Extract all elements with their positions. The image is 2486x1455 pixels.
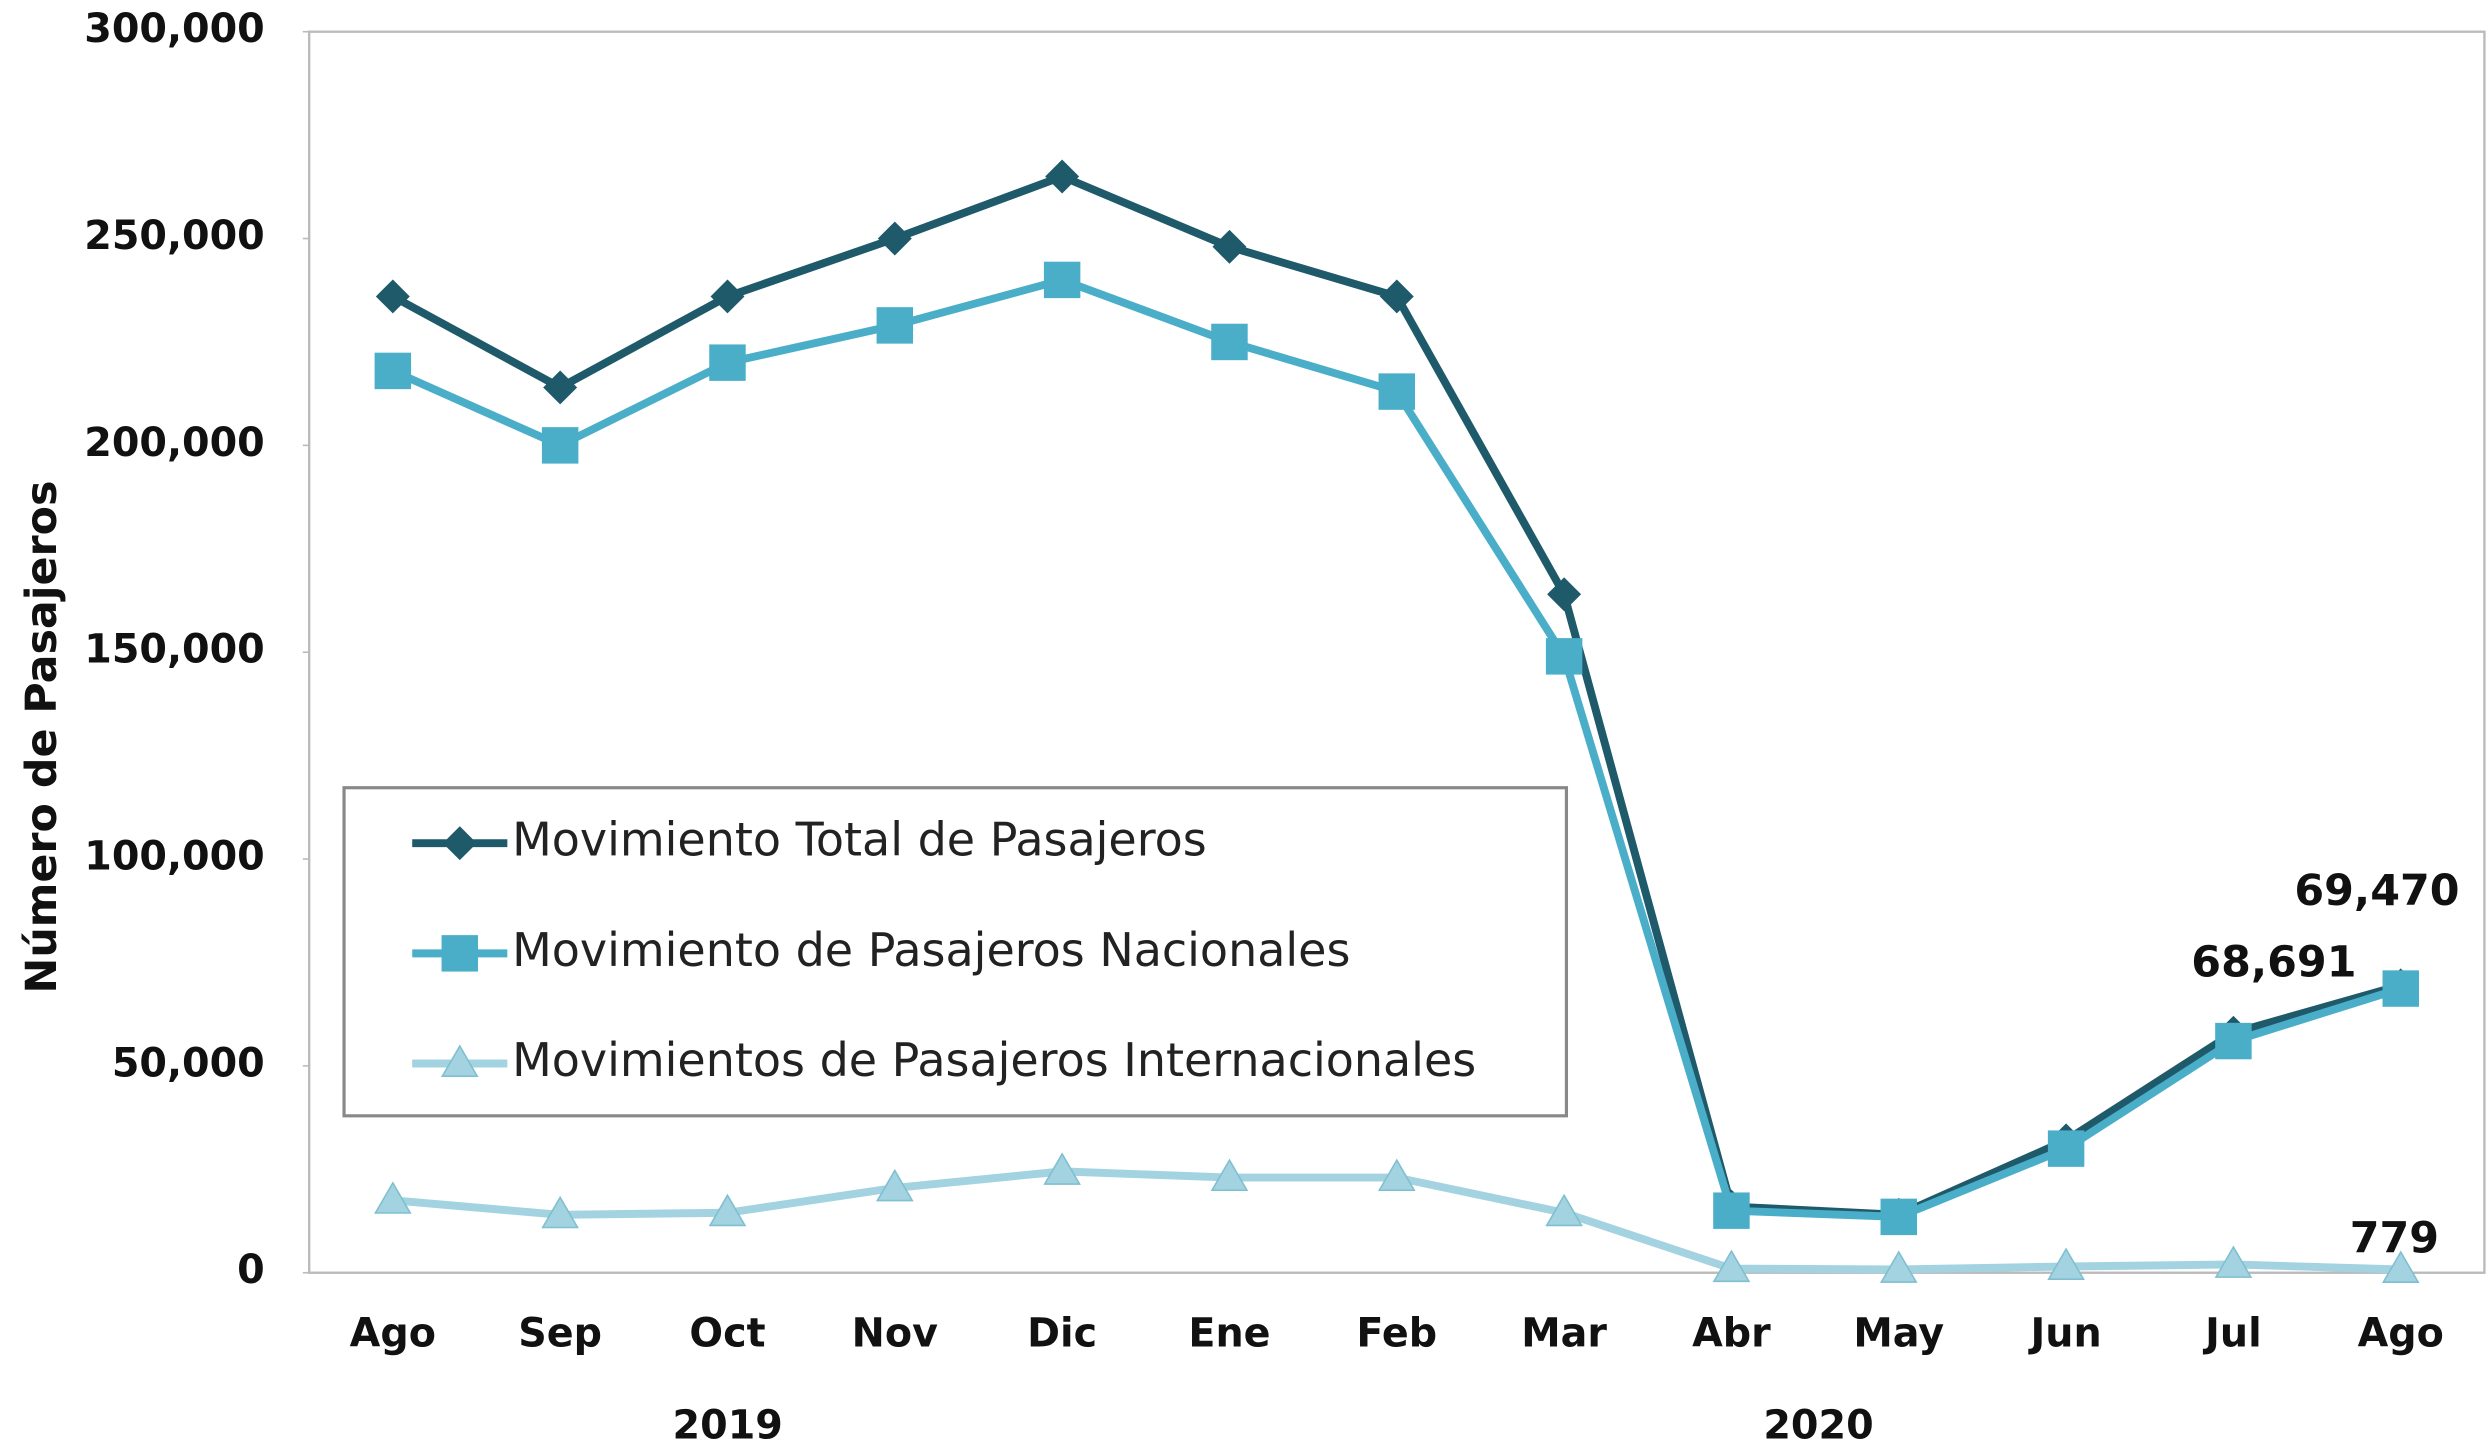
x-tick-label: Mar bbox=[1521, 1311, 1607, 1357]
marker bbox=[875, 1168, 914, 1202]
marker bbox=[710, 279, 745, 314]
marker bbox=[1212, 229, 1247, 264]
marker bbox=[441, 935, 479, 972]
marker bbox=[541, 1195, 579, 1229]
y-tick-label: 250,000 bbox=[84, 213, 265, 259]
x-tick-label: Jul bbox=[2202, 1311, 2262, 1357]
legend-label: Movimiento de Pasajeros Nacionales bbox=[512, 923, 1350, 977]
marker bbox=[876, 307, 914, 344]
marker bbox=[1880, 1198, 1918, 1236]
x-tick-label: Abr bbox=[1692, 1311, 1771, 1357]
marker bbox=[1377, 1158, 1416, 1192]
data-label: 779 bbox=[2350, 1213, 2439, 1263]
marker bbox=[1545, 1193, 1583, 1227]
marker bbox=[2215, 1022, 2252, 1060]
marker bbox=[541, 427, 579, 464]
marker bbox=[374, 1181, 412, 1214]
marker bbox=[1043, 261, 1081, 299]
y-tick-label: 0 bbox=[237, 1247, 265, 1293]
marker bbox=[1712, 1249, 1751, 1283]
x-tick-label: Ene bbox=[1188, 1311, 1270, 1357]
marker bbox=[2214, 1245, 2253, 1278]
y-tick-label: 200,000 bbox=[84, 420, 265, 466]
marker bbox=[1043, 1152, 1081, 1185]
x-tick-label: Oct bbox=[689, 1311, 765, 1357]
data-label: 69,470 bbox=[2294, 866, 2459, 916]
y-tick-label: 50,000 bbox=[112, 1040, 265, 1086]
y-tick-label: 150,000 bbox=[84, 627, 265, 673]
marker bbox=[2047, 1130, 2085, 1167]
x-tick-label: Dic bbox=[1027, 1311, 1097, 1357]
marker bbox=[1210, 1158, 1249, 1192]
y-tick-label: 300,000 bbox=[84, 6, 265, 52]
x-tick-label: Jun bbox=[2028, 1311, 2102, 1357]
marker bbox=[1713, 1192, 1750, 1229]
year-label: 2020 bbox=[1763, 1403, 1873, 1449]
marker bbox=[2381, 1250, 2420, 1283]
x-tick-label: Nov bbox=[852, 1311, 938, 1357]
x-tick-label: Sep bbox=[518, 1311, 602, 1357]
marker bbox=[1211, 323, 1248, 361]
marker bbox=[2047, 1247, 2085, 1280]
marker bbox=[1045, 159, 1080, 194]
marker bbox=[2382, 970, 2419, 1007]
marker bbox=[440, 1044, 479, 1077]
marker bbox=[877, 221, 912, 256]
marker bbox=[1378, 373, 1416, 410]
marker bbox=[708, 1193, 747, 1227]
year-label: 2019 bbox=[673, 1403, 783, 1449]
marker bbox=[374, 352, 412, 390]
y-axis-label: Número de Pasajeros bbox=[17, 481, 67, 994]
x-tick-label: May bbox=[1853, 1311, 1944, 1357]
legend-label: Movimiento Total de Pasajeros bbox=[512, 813, 1207, 867]
marker bbox=[1879, 1250, 1918, 1283]
x-tick-label: Ago bbox=[350, 1311, 436, 1357]
marker bbox=[1545, 638, 1583, 675]
marker bbox=[1547, 577, 1582, 612]
data-label: 68,691 bbox=[2191, 937, 2356, 987]
marker bbox=[709, 344, 746, 381]
x-tick-label: Feb bbox=[1356, 1311, 1437, 1357]
marker bbox=[543, 370, 578, 405]
marker bbox=[1379, 279, 1414, 314]
legend-box bbox=[342, 786, 1569, 1118]
y-tick-label: 100,000 bbox=[84, 834, 265, 880]
marker bbox=[375, 279, 410, 314]
marker bbox=[442, 826, 477, 861]
legend-label: Movimientos de Pasajeros Internacionales bbox=[512, 1033, 1476, 1087]
x-tick-label: Ago bbox=[2358, 1311, 2444, 1357]
